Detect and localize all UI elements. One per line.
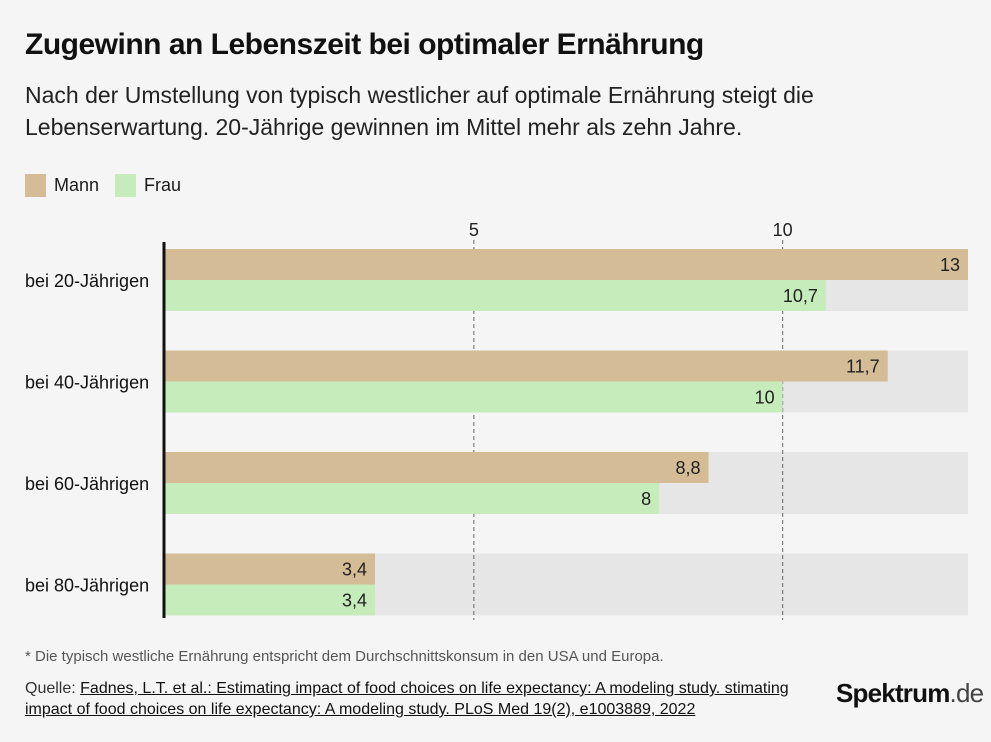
legend-swatch-frau bbox=[115, 174, 137, 197]
bar-frau-bei-40-j-hrigen bbox=[165, 381, 783, 413]
legend-item-mann: Mann bbox=[25, 174, 99, 197]
chart-title: Zugewinn an Lebenszeit bei optimaler Ern… bbox=[25, 28, 704, 61]
data-label-frau-bei-60-j-hrigen: 8 bbox=[641, 489, 651, 509]
bar-mann-bei-20-j-hrigen bbox=[165, 249, 968, 280]
brand-logo: Spektrum.de bbox=[836, 678, 985, 709]
brand-name: Spektrum bbox=[836, 678, 950, 708]
source-link[interactable]: Fadnes, L.T. et al.: Estimating impact o… bbox=[25, 680, 789, 718]
bar-frau-bei-20-j-hrigen bbox=[165, 280, 826, 311]
bar-mann-bei-60-j-hrigen bbox=[165, 452, 709, 483]
category-label-bei-20-j-hrigen: bei 20-Jährigen bbox=[25, 271, 149, 291]
data-label-mann-bei-80-j-hrigen: 3,4 bbox=[342, 560, 367, 580]
bar-frau-bei-80-j-hrigen bbox=[165, 584, 376, 616]
data-label-frau-bei-80-j-hrigen: 3,4 bbox=[342, 591, 367, 611]
source-label: Quelle: bbox=[25, 680, 76, 697]
category-label-bei-60-j-hrigen: bei 60-Jährigen bbox=[25, 474, 149, 494]
category-label-bei-80-j-hrigen: bei 80-Jährigen bbox=[25, 576, 149, 596]
footnote: * Die typisch westliche Ernährung entspr… bbox=[25, 648, 664, 665]
x-tick-label-10: 10 bbox=[773, 220, 793, 240]
legend-label-frau: Frau bbox=[144, 175, 182, 195]
data-label-frau-bei-40-j-hrigen: 10 bbox=[755, 388, 775, 408]
data-label-mann-bei-40-j-hrigen: 11,7 bbox=[846, 357, 880, 377]
bar-mann-bei-80-j-hrigen bbox=[165, 553, 376, 585]
bar-frau-bei-60-j-hrigen bbox=[165, 483, 660, 514]
data-label-mann-bei-60-j-hrigen: 8,8 bbox=[676, 458, 701, 478]
brand-tld: .de bbox=[949, 678, 985, 708]
source-note: Quelle: Fadnes, L.T. et al.: Estimating … bbox=[25, 678, 825, 720]
legend-label-mann: Mann bbox=[54, 175, 100, 195]
bar-chart: 5 10 13 10,7 bei 20-Jährigen 11,7 10 bei 40-Jäh… bbox=[25, 220, 968, 620]
bar-mann-bei-40-j-hrigen bbox=[165, 350, 888, 382]
legend: Mann Frau bbox=[25, 174, 197, 197]
category-label-bei-40-j-hrigen: bei 40-Jährigen bbox=[25, 373, 149, 393]
legend-item-frau: Frau bbox=[115, 174, 181, 197]
x-tick-label-5: 5 bbox=[469, 220, 479, 240]
data-label-frau-bei-20-j-hrigen: 10,7 bbox=[783, 286, 818, 306]
legend-swatch-mann bbox=[25, 174, 46, 197]
chart-subtitle: Nach der Umstellung von typisch westlich… bbox=[25, 82, 814, 140]
data-label-mann-bei-20-j-hrigen: 13 bbox=[940, 255, 960, 275]
